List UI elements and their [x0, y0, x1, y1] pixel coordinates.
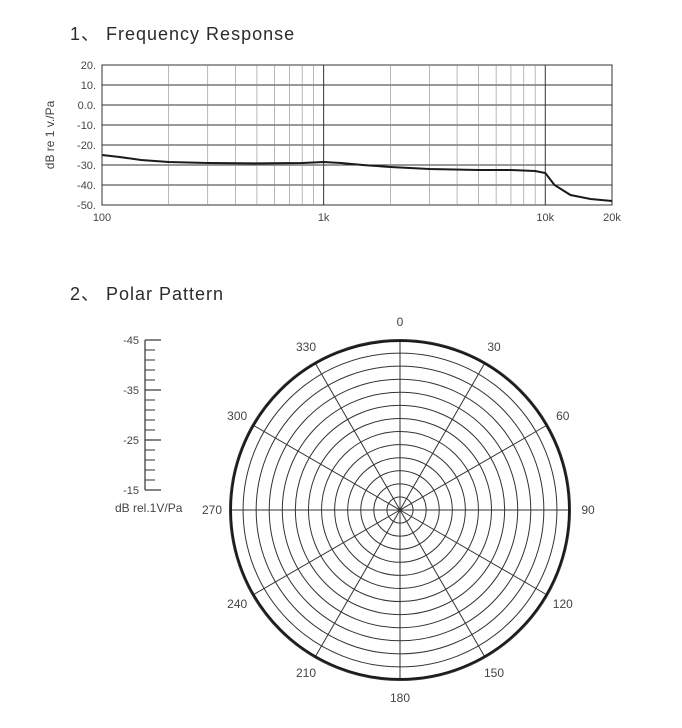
polar-angle-label: 120	[553, 597, 573, 611]
polar-scale-tick-label: -25	[123, 435, 139, 447]
freq-ytick-label: 0.0.	[78, 100, 96, 112]
freq-ytick-label: 20.	[81, 60, 96, 72]
polar-scale-tick-label: -15	[123, 485, 139, 497]
polar-pattern-chart: 0 30 60 90 120 150 180 210 240 270 300 330 -45 -35 -25…	[30, 310, 670, 728]
polar-angle-label: 330	[296, 340, 316, 354]
polar-angle-label: 240	[227, 597, 247, 611]
polar-angle-label: 210	[296, 666, 316, 680]
polar-angle-label: 0	[397, 315, 404, 329]
polar-angle-label: 60	[556, 409, 570, 423]
polar-angle-label: 180	[390, 691, 410, 705]
polar-angle-label: 270	[202, 503, 222, 517]
polar-scale-tick-label: -35	[123, 385, 139, 397]
section-title-polar-pattern: 2、 Polar Pattern	[70, 280, 224, 306]
polar-angle-label: 30	[487, 340, 501, 354]
freq-xtick-label: 100	[93, 212, 111, 224]
polar-scale-tick-label: -45	[123, 335, 139, 347]
freq-ytick-label: -20.	[77, 140, 96, 152]
page: 1、 Frequency Response -50. -40. -30. -20. -1…	[0, 0, 682, 728]
freq-ytick-label: -10.	[77, 120, 96, 132]
polar-angle-label: 90	[581, 503, 595, 517]
polar-angle-label: 300	[227, 409, 247, 423]
freq-ytick-label: -40.	[77, 180, 96, 192]
freq-xtick-label: 20k	[603, 212, 621, 224]
frequency-response-chart: -50. -40. -30. -20. -10. 0.0. 10. 20. 100 1k 10k 20…	[20, 50, 640, 260]
freq-xtick-label: 10k	[536, 212, 554, 224]
freq-ytick-label: -50.	[77, 200, 96, 212]
freq-xtick-label: 1k	[318, 212, 330, 224]
freq-ylabel: dB re 1 v./Pa	[43, 100, 57, 169]
freq-ytick-label: -30.	[77, 160, 96, 172]
polar-angle-label: 150	[484, 666, 504, 680]
polar-scale-label: dB rel.1V/Pa	[115, 501, 183, 515]
section-title-frequency-response: 1、 Frequency Response	[70, 20, 295, 46]
freq-ytick-label: 10.	[81, 80, 96, 92]
